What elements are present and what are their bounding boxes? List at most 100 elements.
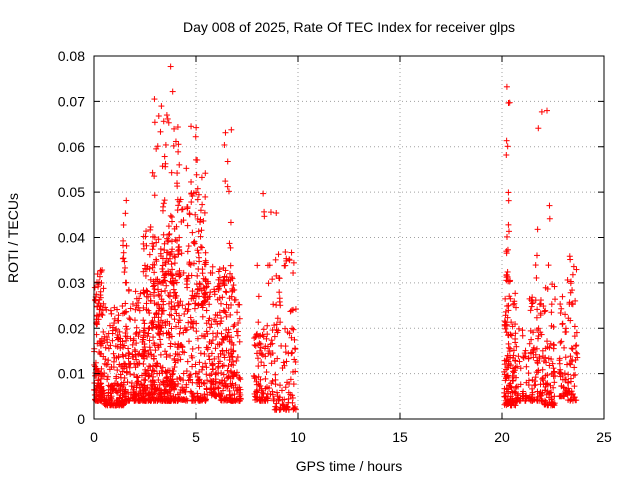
data-point: [199, 201, 206, 208]
data-point: [212, 311, 219, 318]
data-point: [170, 286, 177, 293]
data-point: [132, 288, 139, 295]
data-point: [184, 204, 191, 211]
data-point: [150, 283, 157, 290]
data-point: [126, 364, 133, 371]
data-point: [550, 401, 557, 408]
data-point: [502, 295, 509, 302]
data-point: [534, 306, 541, 313]
x-tick-label: 10: [290, 429, 306, 445]
data-point: [151, 269, 158, 276]
data-point: [286, 330, 293, 337]
data-point: [273, 321, 280, 328]
data-point: [184, 222, 191, 229]
data-point: [145, 325, 152, 332]
data-point: [277, 319, 284, 326]
data-point: [537, 389, 544, 396]
data-point: [221, 141, 228, 148]
data-point: [177, 272, 184, 279]
data-point: [539, 375, 546, 382]
data-point: [228, 346, 235, 353]
data-point: [116, 328, 123, 335]
data-point: [167, 392, 174, 399]
data-point: [228, 382, 235, 389]
data-point: [104, 373, 111, 380]
data-point: [533, 252, 540, 259]
data-point: [519, 327, 526, 334]
data-point: [544, 338, 551, 345]
data-point: [174, 170, 181, 177]
data-point: [153, 363, 160, 370]
data-point: [121, 269, 128, 276]
data-point: [143, 228, 150, 235]
data-point: [503, 329, 510, 336]
data-point: [192, 211, 199, 218]
data-point: [91, 386, 98, 393]
data-point: [236, 338, 243, 345]
data-point: [158, 393, 165, 400]
data-point: [223, 289, 230, 296]
data-point: [228, 274, 235, 281]
data-point: [165, 268, 172, 275]
data-point: [558, 305, 565, 312]
data-point: [567, 353, 574, 360]
data-point: [194, 335, 201, 342]
data-point: [565, 385, 572, 392]
data-point: [510, 347, 517, 354]
data-point: [534, 388, 541, 395]
data-point: [236, 301, 243, 308]
data-point: [133, 302, 140, 309]
data-point: [221, 351, 228, 358]
data-point: [506, 99, 513, 106]
data-point: [571, 323, 578, 330]
data-point: [552, 372, 559, 379]
data-point: [116, 395, 123, 402]
data-point: [215, 268, 222, 275]
data-point: [185, 301, 192, 308]
data-point: [182, 305, 189, 312]
data-point: [149, 317, 156, 324]
data-point: [192, 133, 199, 140]
data-point: [206, 356, 213, 363]
data-point: [149, 233, 156, 240]
data-point: [283, 255, 290, 262]
data-point: [199, 366, 206, 373]
data-point: [148, 351, 155, 358]
data-point: [255, 319, 262, 326]
data-point: [168, 325, 175, 332]
data-point: [216, 309, 223, 316]
data-point: [224, 158, 231, 165]
data-point: [125, 389, 132, 396]
data-point: [275, 251, 282, 258]
data-point: [516, 358, 523, 365]
data-point: [98, 365, 105, 372]
data-point: [285, 389, 292, 396]
data-point: [115, 398, 122, 405]
data-point: [503, 152, 510, 159]
data-point: [158, 317, 165, 324]
data-point: [106, 366, 113, 373]
data-point: [551, 393, 558, 400]
data-point: [167, 343, 174, 350]
data-point: [191, 300, 198, 307]
data-point: [203, 371, 210, 378]
data-point: [143, 293, 150, 300]
data-point: [504, 246, 511, 253]
data-point: [573, 349, 580, 356]
data-point: [219, 336, 226, 343]
data-point: [190, 239, 197, 246]
data-point: [138, 372, 145, 379]
data-point: [528, 336, 535, 343]
data-point: [212, 391, 219, 398]
data-point: [104, 339, 111, 346]
data-point: [178, 250, 185, 257]
data-point: [254, 330, 261, 337]
data-point: [105, 345, 112, 352]
data-point: [202, 360, 209, 367]
data-point: [136, 350, 143, 357]
data-point: [236, 315, 243, 322]
data-point: [571, 383, 578, 390]
data-point: [505, 228, 512, 235]
data-point: [511, 300, 518, 307]
data-point: [164, 318, 171, 325]
